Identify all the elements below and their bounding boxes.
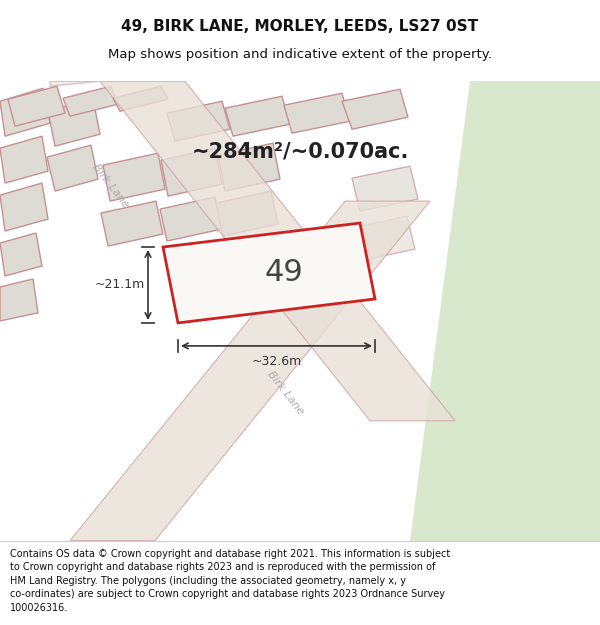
Polygon shape (63, 86, 118, 116)
Polygon shape (70, 201, 430, 541)
Polygon shape (101, 201, 163, 246)
Polygon shape (0, 183, 48, 231)
Polygon shape (161, 148, 222, 196)
Polygon shape (0, 136, 48, 183)
Polygon shape (48, 99, 100, 146)
Text: to Crown copyright and database rights 2023 and is reproduced with the permissio: to Crown copyright and database rights 2… (10, 562, 436, 572)
Polygon shape (160, 197, 222, 241)
Polygon shape (47, 145, 98, 191)
Text: ~21.1m: ~21.1m (95, 279, 145, 291)
Polygon shape (103, 153, 165, 201)
Polygon shape (113, 86, 168, 111)
Polygon shape (0, 279, 38, 321)
Polygon shape (163, 223, 375, 323)
Polygon shape (225, 96, 290, 136)
Polygon shape (50, 81, 100, 86)
Text: ~284m²/~0.070ac.: ~284m²/~0.070ac. (191, 141, 409, 161)
Polygon shape (284, 93, 350, 133)
Polygon shape (352, 216, 415, 261)
Polygon shape (307, 231, 372, 276)
Text: co-ordinates) are subject to Crown copyright and database rights 2023 Ordnance S: co-ordinates) are subject to Crown copyr… (10, 589, 445, 599)
Polygon shape (342, 89, 408, 129)
Polygon shape (8, 86, 65, 126)
Text: Birk Lane: Birk Lane (90, 162, 130, 210)
Text: Contains OS data © Crown copyright and database right 2021. This information is : Contains OS data © Crown copyright and d… (10, 549, 450, 559)
Polygon shape (410, 81, 600, 541)
Polygon shape (0, 88, 50, 136)
Polygon shape (352, 166, 418, 211)
Text: HM Land Registry. The polygons (including the associated geometry, namely x, y: HM Land Registry. The polygons (includin… (10, 576, 406, 586)
Polygon shape (100, 81, 455, 421)
Polygon shape (216, 191, 278, 236)
Polygon shape (0, 233, 42, 276)
Text: Birk Lane: Birk Lane (265, 369, 305, 416)
Text: 49: 49 (265, 259, 304, 288)
Text: ~32.6m: ~32.6m (251, 356, 302, 368)
Text: Map shows position and indicative extent of the property.: Map shows position and indicative extent… (108, 48, 492, 61)
Text: 100026316.: 100026316. (10, 603, 68, 613)
Polygon shape (167, 101, 230, 141)
Polygon shape (218, 143, 280, 191)
Text: 49, BIRK LANE, MORLEY, LEEDS, LS27 0ST: 49, BIRK LANE, MORLEY, LEEDS, LS27 0ST (121, 19, 479, 34)
